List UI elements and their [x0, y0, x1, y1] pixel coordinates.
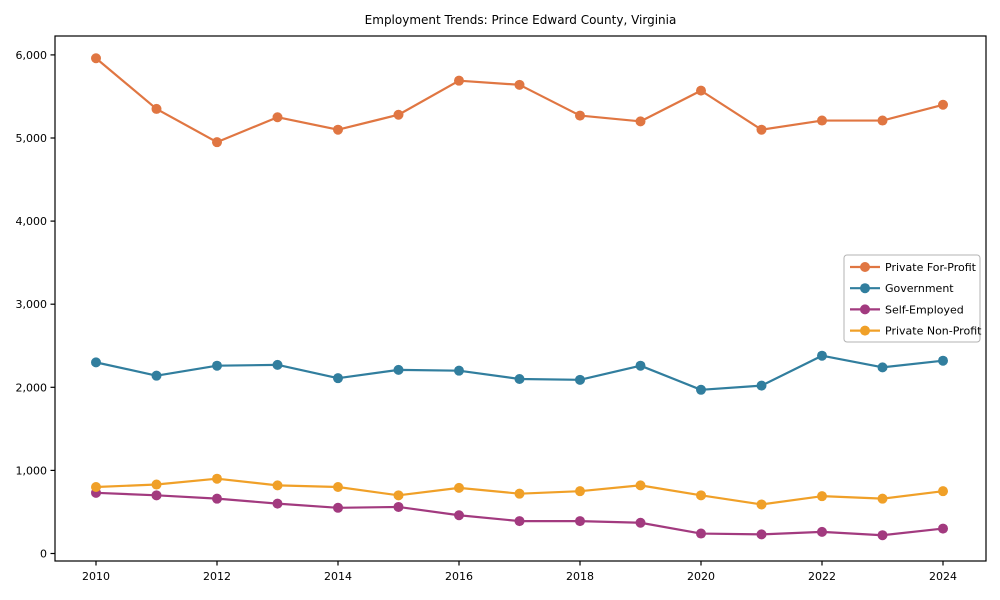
data-point	[514, 488, 525, 499]
y-tick-label: 4,000	[16, 215, 48, 228]
data-point	[635, 360, 646, 371]
legend-box	[843, 254, 981, 343]
data-point	[817, 526, 827, 537]
legend-marker-dot	[860, 304, 870, 315]
data-point	[696, 490, 706, 501]
series-line-private-for-profit	[94, 57, 945, 144]
data-point	[151, 370, 162, 381]
series-line-self-employed	[94, 491, 945, 537]
data-point	[272, 359, 283, 370]
data-point	[272, 498, 283, 509]
x-tick-label: 2022	[808, 570, 836, 583]
data-point	[212, 360, 222, 371]
data-point	[817, 350, 827, 361]
data-point	[756, 529, 767, 540]
data-point	[635, 116, 646, 127]
data-point	[817, 115, 827, 126]
data-point	[393, 490, 404, 501]
y-tick-label: 6,000	[16, 49, 48, 62]
data-point	[575, 486, 585, 497]
data-point	[393, 364, 404, 375]
data-point	[91, 357, 101, 368]
x-tick-label: 2020	[687, 570, 715, 583]
data-point	[454, 365, 464, 376]
legend-label: Government	[885, 282, 954, 295]
data-point	[333, 482, 343, 493]
y-tick-label: 5,000	[16, 132, 48, 145]
data-point	[877, 115, 888, 126]
data-point	[151, 103, 162, 114]
data-point	[151, 479, 162, 490]
data-point	[91, 482, 101, 493]
data-point	[333, 502, 343, 513]
data-point	[696, 528, 706, 539]
data-point	[212, 473, 222, 484]
data-point	[454, 510, 464, 521]
data-point	[938, 523, 948, 534]
y-tick-label: 3,000	[16, 298, 48, 311]
data-point	[756, 124, 767, 135]
data-point	[877, 362, 888, 373]
x-tick-label: 2014	[324, 570, 352, 583]
data-point	[575, 110, 585, 121]
data-point	[454, 75, 464, 86]
x-tick-label: 2018	[566, 570, 594, 583]
data-point	[817, 491, 827, 502]
data-point	[212, 137, 222, 148]
data-point	[514, 516, 525, 527]
legend-label: Private For-Profit	[885, 261, 977, 274]
data-point	[635, 517, 646, 528]
data-point	[575, 374, 585, 385]
data-point	[272, 480, 283, 491]
legend-label: Self-Employed	[885, 303, 964, 316]
legend-marker-dot	[860, 325, 870, 336]
data-point	[151, 490, 162, 501]
legend-marker-dot	[860, 283, 870, 294]
legend-marker-dot	[860, 262, 870, 272]
data-point	[514, 79, 525, 90]
data-point	[393, 501, 404, 512]
data-point	[635, 480, 646, 491]
legend-label: Private Non-Profit	[885, 325, 982, 338]
plot-area	[54, 35, 987, 562]
data-point	[877, 530, 888, 541]
x-tick-label: 2024	[929, 570, 957, 583]
data-point	[91, 53, 101, 64]
data-point	[575, 516, 585, 527]
x-tick-label: 2010	[82, 570, 110, 583]
data-point	[756, 380, 767, 391]
data-point	[393, 109, 404, 120]
data-point	[877, 493, 888, 504]
data-point	[333, 124, 343, 135]
data-point	[272, 112, 283, 123]
data-point	[696, 384, 706, 395]
x-tick-label: 2016	[445, 570, 473, 583]
y-tick-label: 0	[40, 548, 47, 561]
data-point	[696, 85, 706, 96]
y-tick-label: 1,000	[16, 464, 48, 477]
data-point	[938, 99, 948, 110]
chart-title: Employment Trends: Prince Edward County,…	[364, 13, 677, 27]
data-point	[938, 486, 948, 497]
data-point	[938, 355, 948, 366]
x-tick-label: 2012	[203, 570, 231, 583]
data-point	[212, 493, 222, 504]
y-tick-label: 2,000	[16, 381, 48, 394]
data-point	[514, 373, 525, 384]
data-point	[333, 373, 343, 384]
data-point	[756, 499, 767, 510]
series-line-government	[94, 354, 945, 391]
data-point	[454, 482, 464, 493]
